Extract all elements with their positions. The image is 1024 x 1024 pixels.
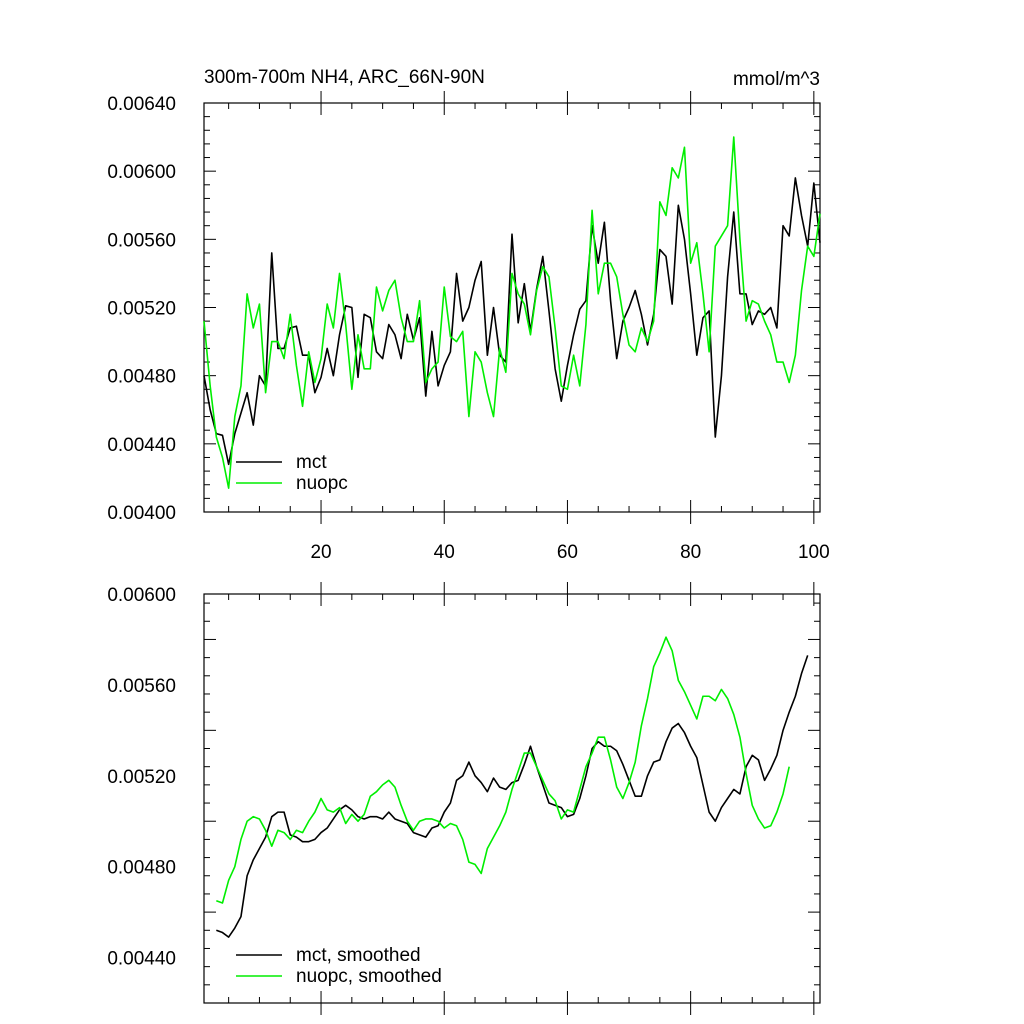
top-y-tick-label: 0.00440 <box>107 435 176 456</box>
top-y-tick-label: 0.00480 <box>107 367 176 388</box>
top-ticks <box>204 91 820 524</box>
bottom-legend-label: nuopc, smoothed <box>296 966 442 987</box>
bottom-y-tick-label: 0.00440 <box>107 949 176 970</box>
top-x-tick-label: 20 <box>310 542 331 563</box>
bottom-series-nuopc-smoothed <box>216 636 790 904</box>
top-y-tick-label: 0.00400 <box>107 503 176 524</box>
top-series-mct <box>203 177 821 466</box>
bottom-panel: 0.00440 0.00480 0.00520 0.00560 0.00600 mct,… <box>107 582 821 1015</box>
bottom-y-tick-label: 0.00520 <box>107 767 176 788</box>
top-x-tick-label: 80 <box>680 542 701 563</box>
top-chart-units: mmol/m^3 <box>733 69 820 90</box>
top-x-tick-labels: 20 40 60 80 100 <box>310 542 829 563</box>
bottom-y-tick-label: 0.00560 <box>107 676 176 697</box>
top-legend-label: nuopc <box>296 473 348 494</box>
bottom-series-mct-smoothed <box>216 655 809 938</box>
top-x-tick-label: 60 <box>557 542 578 563</box>
top-chart-title: 300m-700m NH4, ARC_66N-90N <box>204 67 485 88</box>
bottom-plot-frame <box>203 593 821 1004</box>
top-series <box>203 136 821 489</box>
top-y-tick-label: 0.00560 <box>107 230 176 251</box>
top-x-tick-label: 40 <box>434 542 455 563</box>
top-x-tick-label: 100 <box>798 542 830 563</box>
top-panel: 300m-700m NH4, ARC_66N-90N mmol/m^3 0.00… <box>107 67 829 563</box>
top-y-tick-label: 0.00600 <box>107 162 176 183</box>
bottom-y-tick-label: 0.00480 <box>107 858 176 879</box>
bottom-series <box>216 636 809 938</box>
top-y-tick-label: 0.00520 <box>107 299 176 320</box>
top-legend-label: mct <box>296 452 327 473</box>
bottom-legend-label: mct, smoothed <box>296 945 421 966</box>
top-y-tick-label: 0.00640 <box>107 94 176 115</box>
top-series-nuopc <box>203 136 821 489</box>
bottom-y-tick-label: 0.00600 <box>107 585 176 606</box>
top-plot-frame <box>203 102 821 513</box>
bottom-ticks <box>204 582 820 1015</box>
top-y-tick-labels: 0.00400 0.00440 0.00480 0.00520 0.00560 0.006… <box>107 94 176 524</box>
bottom-y-tick-labels: 0.00440 0.00480 0.00520 0.00560 0.00600 <box>107 585 176 970</box>
